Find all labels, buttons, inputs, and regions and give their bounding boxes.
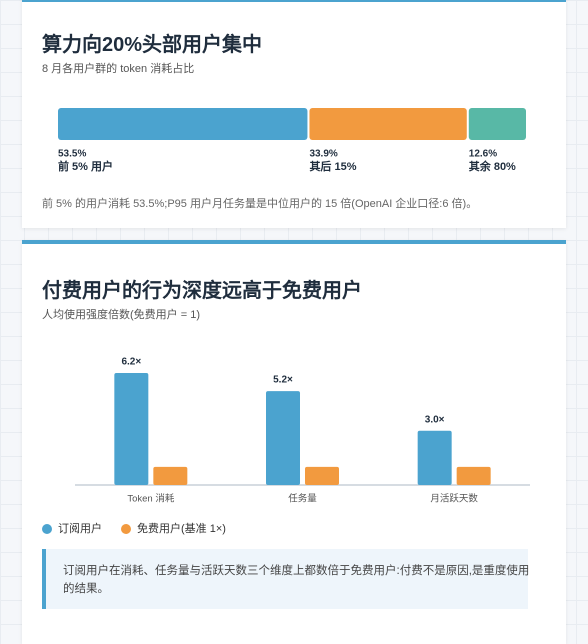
data-label: 3.0×: [425, 414, 445, 425]
data-label: 33.9%: [309, 149, 337, 160]
chart: Token 消耗 6.2× 任务量 5.2× 月活跃天数 3.0× 订阅用户 免费用户(基准 …: [42, 357, 530, 535]
data-label: 5.2×: [273, 375, 293, 386]
legend-marker: [121, 524, 131, 534]
data-label: 12.6%: [469, 149, 497, 160]
bar: [417, 430, 452, 485]
bar: [266, 391, 300, 485]
legend-label: 订阅用户: [58, 521, 102, 535]
page: 算力向20%头部用户集中 8 月各用户群的 token 消耗占比 53.5% 前 …: [0, 0, 588, 623]
card: 付费用户的行为深度远高于免费用户 人均使用强度倍数(免费用户 = 1) Toke…: [22, 240, 566, 644]
card: 算力向20%头部用户集中 8 月各用户群的 token 消耗占比 53.5% 前 …: [22, 0, 566, 228]
bar: [114, 373, 149, 485]
segment-label: 其后 15%: [309, 159, 356, 173]
x-tick-label: 月活跃天数: [430, 493, 478, 505]
callout: 订阅用户在消耗、任务量与活跃天数三个维度上都数倍于免费用户:付费不是原因,是重度…: [42, 549, 529, 609]
note: 订阅用户在消耗、任务量与活跃天数三个维度上都数倍于免费用户:付费不是原因,是重度…: [63, 565, 530, 595]
bar-segment: [468, 108, 526, 140]
x-tick-label: 任务量: [288, 493, 317, 505]
chart-title: 付费用户的行为深度远高于免费用户: [42, 280, 362, 302]
bar-segment: [309, 108, 467, 140]
segment-label: 其余 80%: [469, 159, 516, 173]
legend-marker: [42, 524, 52, 534]
chart-subtitle: 8 月各用户群的 token 消耗占比: [42, 63, 195, 75]
data-label: 6.2×: [121, 357, 141, 368]
chart: 53.5%前 5% 用户 33.9%其后 15% 12.6%其余 80%: [58, 108, 526, 173]
data-label: 53.5%: [58, 149, 86, 160]
bar: [305, 466, 339, 485]
chart-title: 算力向20%头部用户集中: [42, 34, 263, 56]
chart-subtitle: 人均使用强度倍数(免费用户 = 1): [42, 309, 200, 321]
x-tick-label: Token 消耗: [127, 493, 174, 505]
note: 前 5% 的用户消耗 53.5%;P95 用户月任务量是中位用户的 15 倍(O…: [42, 198, 478, 210]
bar: [153, 466, 188, 485]
bar-segment: [58, 108, 308, 140]
segment-label: 前 5% 用户: [58, 159, 113, 173]
legend-label: 免费用户(基准 1×): [137, 521, 226, 535]
bar: [456, 466, 491, 485]
